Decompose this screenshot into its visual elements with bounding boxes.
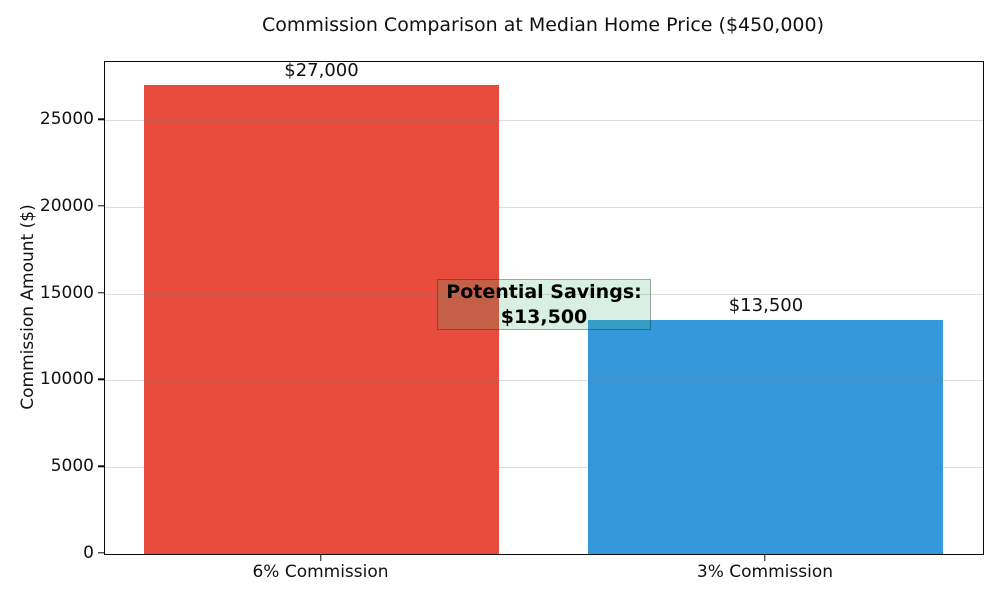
y-tick-label: 20000 xyxy=(39,195,94,216)
gridline xyxy=(105,206,983,208)
savings-annotation-line1: Potential Savings: xyxy=(446,280,642,303)
gridline xyxy=(105,293,983,295)
x-tick-label: 6% Commission xyxy=(252,562,389,582)
x-tick-label: 3% Commission xyxy=(696,562,834,582)
bar-value-label: $27,000 xyxy=(284,60,359,82)
y-tick-mark xyxy=(98,378,104,381)
y-tick-mark xyxy=(98,291,104,294)
x-tick-mark xyxy=(764,554,766,561)
x-tick-mark xyxy=(319,554,322,561)
y-tick-mark xyxy=(98,118,104,120)
bar-6-commission xyxy=(144,85,499,554)
y-tick-mark xyxy=(98,205,104,207)
y-tick-label: 5000 xyxy=(50,456,94,477)
y-tick-label: 10000 xyxy=(39,369,94,390)
bar-3-commission xyxy=(588,319,944,554)
chart-title: Commission Comparison at Median Home Pri… xyxy=(261,14,825,36)
y-tick-label: 25000 xyxy=(39,109,94,130)
y-tick-mark xyxy=(98,552,104,554)
gridline xyxy=(105,380,983,382)
bar-value-label: $13,500 xyxy=(728,294,804,316)
y-tick-mark xyxy=(98,465,104,467)
gridline xyxy=(105,467,983,469)
gridline xyxy=(105,120,983,122)
y-tick-label: 15000 xyxy=(39,282,94,303)
savings-annotation-line2: $13,500 xyxy=(500,305,588,328)
savings-annotation-box: Potential Savings: $13,500 xyxy=(437,279,651,330)
y-axis-label: Commission Amount ($) xyxy=(18,204,38,410)
y-tick-label: 0 xyxy=(83,543,94,563)
plot-area: $27,000 $13,500 Potential Savings: $13,50… xyxy=(104,60,984,555)
